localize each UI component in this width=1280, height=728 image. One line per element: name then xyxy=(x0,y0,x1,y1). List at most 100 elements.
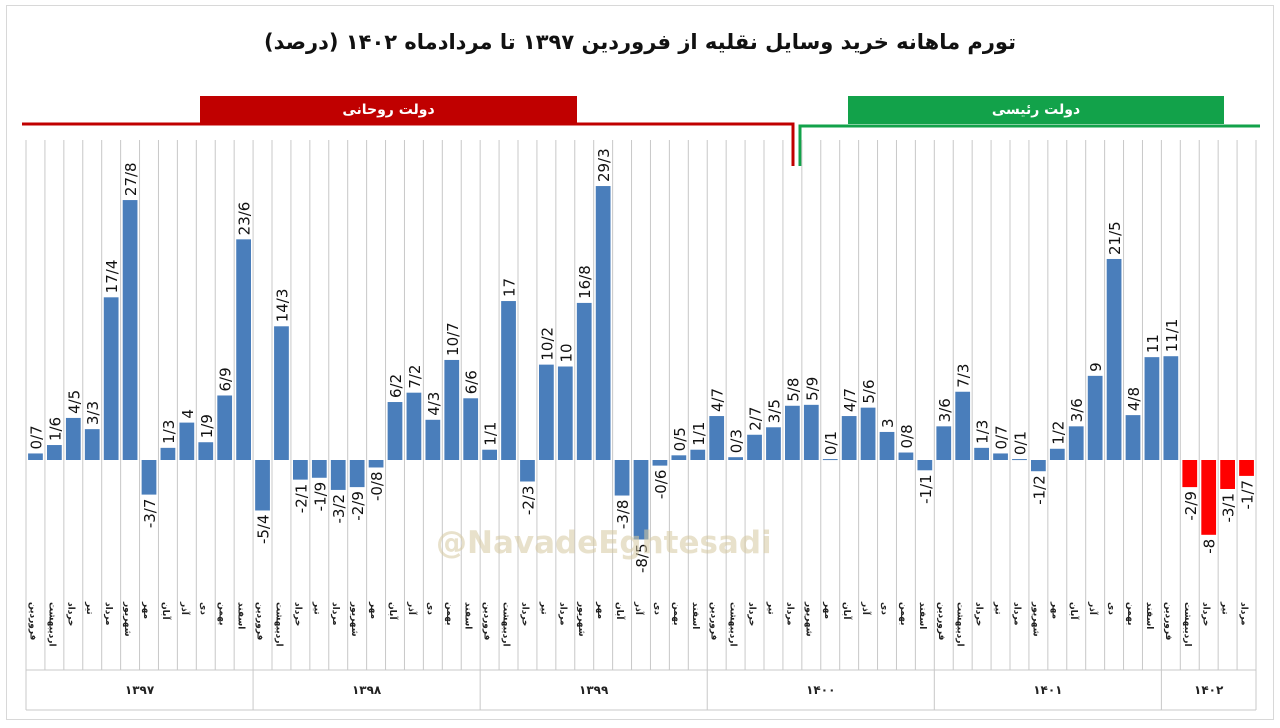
chart-bar xyxy=(330,460,346,490)
chart-bar xyxy=(425,419,441,460)
chart-bar xyxy=(103,297,119,460)
chart-bar xyxy=(557,366,573,460)
month-label: آذر xyxy=(633,601,645,616)
month-label: فروردین xyxy=(27,602,37,640)
month-label: دی xyxy=(198,602,208,615)
data-label: 1/2 xyxy=(1049,421,1067,445)
government-bracket-raisi xyxy=(798,124,1260,166)
month-label: فروردین xyxy=(709,602,719,640)
month-label: تیر xyxy=(538,601,548,615)
chart-bar xyxy=(1163,356,1179,460)
chart-bar xyxy=(539,364,554,460)
data-label: 7/3 xyxy=(955,364,973,388)
month-label: اسفند xyxy=(236,602,246,629)
chart-bar xyxy=(974,447,989,460)
chart-bar xyxy=(1031,460,1046,472)
data-label: 6/6 xyxy=(463,370,481,394)
month-label: فروردین xyxy=(936,602,946,640)
data-label: 0/7 xyxy=(27,425,45,449)
month-label: آذر xyxy=(179,601,191,616)
data-label: -1/7 xyxy=(1239,480,1257,510)
data-label: -3/2 xyxy=(330,494,348,524)
month-label: آبان xyxy=(614,602,626,620)
chart-bar xyxy=(311,460,327,478)
data-label: 1/1 xyxy=(690,422,708,446)
month-label: آبان xyxy=(841,602,853,620)
month-label: مرداد xyxy=(557,602,567,626)
data-label: 4/8 xyxy=(1125,387,1143,411)
month-label: اردیبهشت xyxy=(273,602,283,647)
chart-bar xyxy=(633,460,649,540)
data-label: 10/2 xyxy=(538,327,556,361)
data-label: 1/1 xyxy=(482,422,500,446)
data-label: -8/5 xyxy=(633,543,651,573)
chart-bar xyxy=(614,460,630,496)
month-label: آبان xyxy=(1068,602,1080,620)
data-label: 0/1 xyxy=(822,431,840,455)
chart-bar xyxy=(766,427,781,460)
data-label: -0/6 xyxy=(652,470,670,500)
data-label: 3/6 xyxy=(936,398,954,422)
chart-bar xyxy=(1239,460,1254,476)
data-label: 0/7 xyxy=(993,425,1011,449)
data-label: -2/9 xyxy=(1182,491,1200,521)
month-label: اسفند xyxy=(1144,602,1154,629)
month-label: خرداد xyxy=(747,602,757,626)
chart-bar xyxy=(444,359,460,460)
chart-bar xyxy=(406,392,422,460)
month-label: آذر xyxy=(860,601,872,616)
chart-bar xyxy=(936,426,952,460)
month-label: بهمن xyxy=(898,602,908,625)
month-label: مهر xyxy=(141,601,151,619)
month-label: مهر xyxy=(368,601,378,619)
chart-bar xyxy=(1068,426,1084,460)
data-label: 4/7 xyxy=(709,388,727,412)
year-label: ۱۴۰۲ xyxy=(1194,683,1224,697)
chart-bar xyxy=(293,460,308,480)
chart-bar xyxy=(501,301,516,460)
chart-bar xyxy=(690,449,706,460)
data-label: 3/5 xyxy=(765,399,783,423)
data-label: 10/7 xyxy=(444,322,462,356)
chart-bar xyxy=(28,453,43,460)
data-label: 4/3 xyxy=(425,392,443,416)
government-label-raisi: دولت رئیسی xyxy=(848,96,1224,124)
chart-bar xyxy=(1012,459,1027,461)
data-label: 2/7 xyxy=(747,407,765,431)
data-label: 6/9 xyxy=(217,367,235,391)
month-label: شهریور xyxy=(1030,601,1040,637)
chart-bar xyxy=(84,429,100,460)
data-label: -1/9 xyxy=(311,482,329,512)
month-label: اردیبهشت xyxy=(1182,602,1192,647)
data-label: 9 xyxy=(1087,362,1105,372)
data-label: 3/3 xyxy=(84,401,102,425)
chart-bar xyxy=(349,460,365,488)
chart-bar xyxy=(822,459,838,461)
year-label: ۱۴۰۱ xyxy=(1033,683,1062,697)
month-label: بهمن xyxy=(1125,602,1135,625)
data-label: -5/4 xyxy=(255,514,273,544)
month-label: اسفند xyxy=(463,602,473,629)
data-label: -2/1 xyxy=(292,484,310,514)
data-label: 27/8 xyxy=(122,162,140,196)
month-label: تیر xyxy=(765,601,775,615)
month-label: مرداد xyxy=(1011,602,1021,626)
data-label: 1/3 xyxy=(974,420,992,444)
month-label: خرداد xyxy=(292,602,302,626)
chart-bar xyxy=(671,455,687,460)
data-label: 6/2 xyxy=(387,374,405,398)
month-label: آبان xyxy=(387,602,399,620)
chart-bar xyxy=(1144,357,1160,460)
chart-bar xyxy=(160,447,176,460)
data-label: -1/2 xyxy=(1030,475,1048,505)
chart-bar xyxy=(520,460,535,482)
month-label: خرداد xyxy=(1201,602,1211,626)
month-label: بهمن xyxy=(444,602,454,625)
month-label: اردیبهشت xyxy=(501,602,511,647)
chart-bar xyxy=(122,200,138,460)
month-label: مهر xyxy=(595,601,605,619)
chart-bar xyxy=(1049,448,1065,460)
data-label: 10 xyxy=(557,343,575,362)
month-label: اردیبهشت xyxy=(955,602,965,647)
